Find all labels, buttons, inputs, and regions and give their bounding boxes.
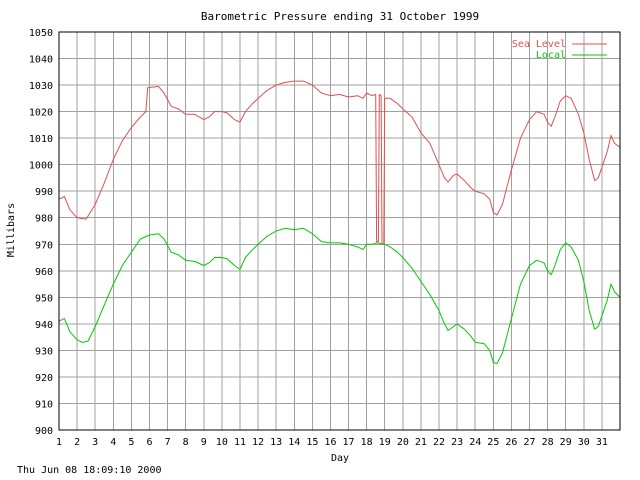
y-tick-label: 1020 xyxy=(29,108,53,119)
y-tick-label: 940 xyxy=(35,320,53,331)
series-line-local xyxy=(58,227,621,365)
y-tick-label: 910 xyxy=(35,399,53,410)
x-tick-label: 10 xyxy=(216,437,228,448)
x-tick-label: 6 xyxy=(146,437,152,448)
y-tick-label: 970 xyxy=(35,240,53,251)
x-tick-label: 31 xyxy=(596,437,608,448)
y-axis-label: Millibars xyxy=(6,203,17,257)
y-tick-label: 1010 xyxy=(29,134,53,145)
chart-axes xyxy=(58,31,621,431)
chart-title: Barometric Pressure ending 31 October 19… xyxy=(201,10,479,23)
y-tick-label: 980 xyxy=(35,214,53,225)
legend-label: Sea Level xyxy=(512,39,566,50)
x-tick-label: 4 xyxy=(110,437,116,448)
chart-grid xyxy=(58,31,620,431)
x-tick-label: 3 xyxy=(92,437,98,448)
x-tick-label: 30 xyxy=(578,437,590,448)
y-tick-label: 900 xyxy=(35,426,53,437)
y-tick-label: 990 xyxy=(35,187,53,198)
x-tick-label: 13 xyxy=(270,437,282,448)
x-tick-label: 19 xyxy=(379,437,391,448)
x-axis-label: Day xyxy=(331,453,349,464)
x-tick-label: 8 xyxy=(183,437,189,448)
y-tick-label: 950 xyxy=(35,293,53,304)
x-tick-label: 26 xyxy=(505,437,517,448)
y-tick-label: 930 xyxy=(35,346,53,357)
chart-tick-labels: 9009109209309409509609709809901000101010… xyxy=(29,28,608,448)
x-tick-label: 9 xyxy=(201,437,207,448)
y-tick-label: 960 xyxy=(35,267,53,278)
x-tick-label: 23 xyxy=(451,437,463,448)
x-tick-label: 7 xyxy=(165,437,171,448)
x-tick-label: 11 xyxy=(234,437,246,448)
x-tick-label: 1 xyxy=(56,437,62,448)
x-tick-label: 16 xyxy=(324,437,336,448)
x-tick-label: 14 xyxy=(288,437,300,448)
legend-label: Local xyxy=(536,50,566,61)
y-tick-label: 1030 xyxy=(29,81,53,92)
x-tick-label: 25 xyxy=(487,437,499,448)
x-tick-label: 20 xyxy=(397,437,409,448)
plot-frame xyxy=(58,31,621,431)
generated-timestamp: Thu Jun 08 18:09:10 2000 xyxy=(17,465,162,476)
x-tick-label: 15 xyxy=(306,437,318,448)
x-tick-label: 17 xyxy=(343,437,355,448)
x-tick-label: 18 xyxy=(361,437,373,448)
x-tick-label: 29 xyxy=(560,437,572,448)
plot-area xyxy=(59,32,620,430)
x-tick-label: 5 xyxy=(128,437,134,448)
x-tick-label: 22 xyxy=(433,437,445,448)
y-tick-label: 920 xyxy=(35,373,53,384)
x-tick-label: 28 xyxy=(542,437,554,448)
series-line-sea-level xyxy=(58,80,621,245)
x-tick-label: 24 xyxy=(469,437,481,448)
chart-series-layer xyxy=(58,80,621,365)
x-tick-label: 2 xyxy=(74,437,80,448)
y-tick-label: 1000 xyxy=(29,161,53,172)
x-tick-label: 27 xyxy=(523,437,535,448)
x-tick-label: 21 xyxy=(415,437,427,448)
x-tick-label: 12 xyxy=(252,437,264,448)
y-tick-label: 1040 xyxy=(29,55,53,66)
y-tick-label: 1050 xyxy=(29,28,53,39)
